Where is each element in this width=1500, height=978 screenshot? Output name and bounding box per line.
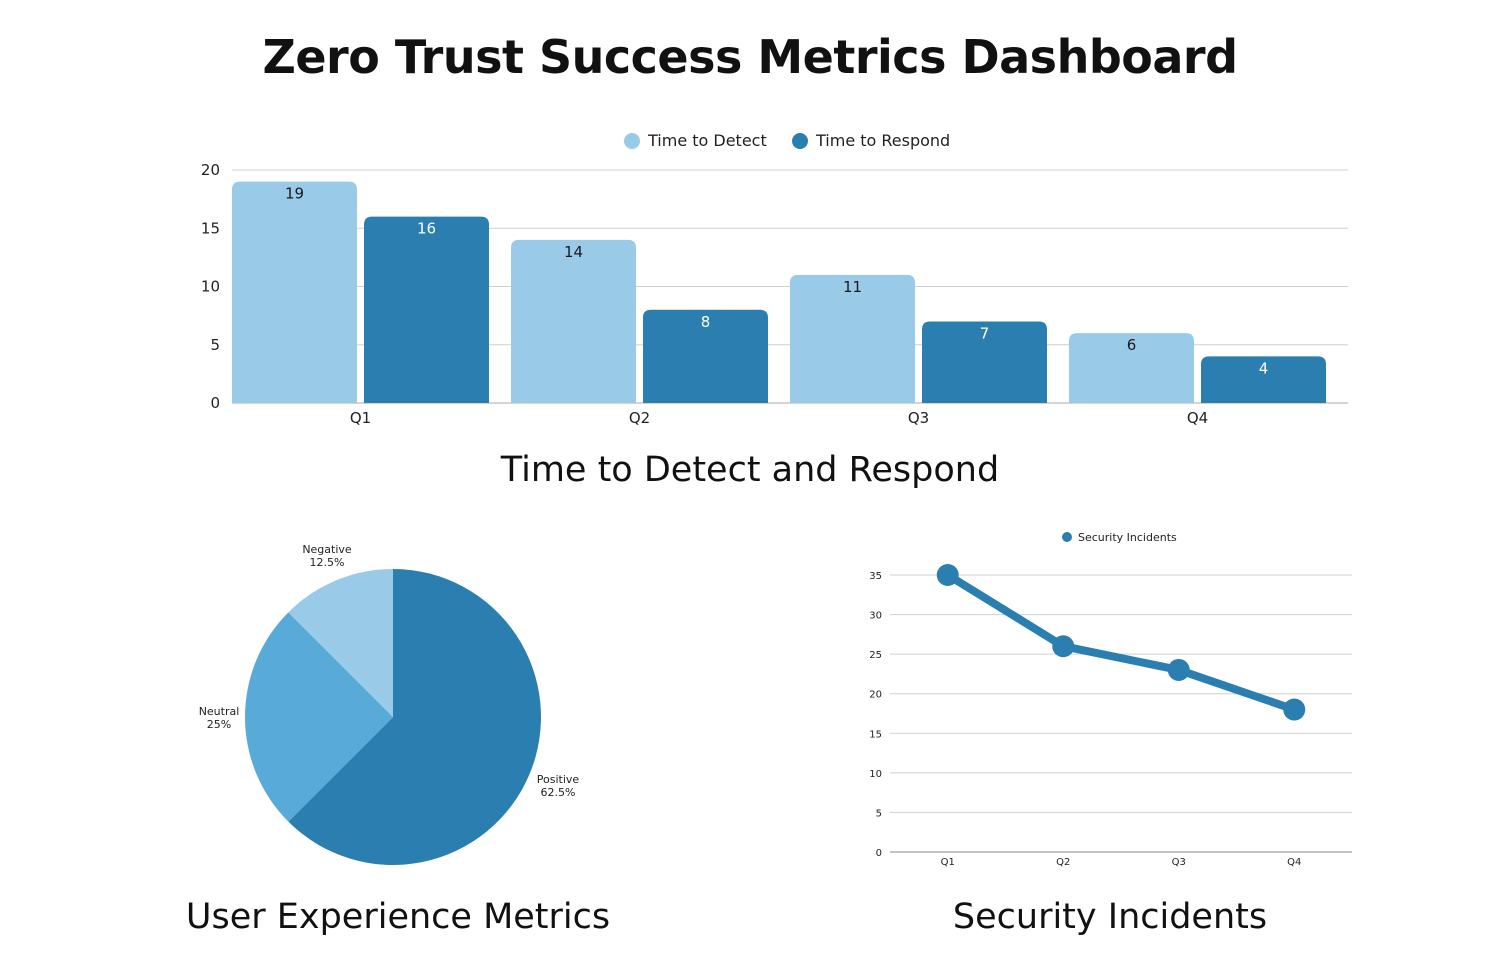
line-x-tick-label: Q2 — [1056, 857, 1070, 868]
line-y-tick-label: 35 — [869, 571, 882, 582]
bar-data-label: 19 — [285, 185, 304, 203]
legend-marker — [792, 133, 808, 149]
bar-y-tick-label: 0 — [210, 394, 220, 412]
bar-x-tick-label: Q4 — [1187, 409, 1208, 427]
bar-data-label: 16 — [417, 220, 436, 238]
pie-slice-percent: 12.5% — [310, 556, 345, 569]
bar-y-tick-label: 20 — [201, 161, 220, 179]
pie-slice-label: Negative — [302, 543, 352, 556]
line-y-tick-label: 20 — [869, 690, 882, 701]
legend-label: Time to Detect — [647, 131, 767, 150]
bar-x-tick-label: Q1 — [350, 409, 371, 427]
legend-label: Security Incidents — [1078, 531, 1177, 544]
line-point — [936, 564, 959, 586]
pie-slice-percent: 25% — [207, 718, 231, 731]
line-x-tick-label: Q3 — [1172, 857, 1186, 868]
line-point — [1167, 658, 1190, 681]
line-y-tick-label: 5 — [876, 808, 882, 819]
bar-data-label: 14 — [564, 243, 583, 261]
legend-label: Time to Respond — [815, 131, 950, 150]
line-x-tick-label: Q1 — [941, 857, 955, 868]
legend-marker — [624, 133, 640, 149]
bar-data-label: 4 — [1259, 359, 1269, 377]
bar-x-tick-label: Q3 — [908, 409, 929, 427]
bar-x-tick-label: Q2 — [629, 409, 650, 427]
line-y-tick-label: 10 — [869, 769, 882, 780]
line-point — [1283, 698, 1306, 721]
bar-data-label: 11 — [843, 278, 862, 296]
bar-detect — [1069, 333, 1194, 403]
bar-data-label: 6 — [1127, 336, 1137, 354]
bar-chart-title: Time to Detect and Respond — [500, 450, 1000, 490]
pie-slice-percent: 62.5% — [541, 786, 576, 799]
dashboard-title: Zero Trust Success Metrics Dashboard — [262, 30, 1239, 84]
line-x-tick-label: Q4 — [1287, 857, 1301, 868]
pie-chart-title: User Experience Metrics — [185, 897, 611, 937]
line-y-tick-label: 15 — [869, 729, 882, 740]
pie-slice-label: Neutral — [199, 705, 240, 718]
bar-data-label: 8 — [701, 313, 711, 331]
line-chart-title: Security Incidents — [952, 897, 1268, 937]
pie-slice-negative — [288, 569, 393, 717]
bar-respond — [922, 321, 1047, 403]
bar-detect — [232, 181, 357, 403]
bar-detect — [790, 274, 915, 403]
bar-respond — [1201, 356, 1326, 403]
legend-marker — [1062, 532, 1072, 542]
line-y-tick-label: 25 — [869, 650, 882, 661]
line-y-tick-label: 0 — [876, 848, 882, 859]
bar-detect — [511, 239, 636, 403]
bar-respond — [364, 216, 489, 403]
bar-respond — [643, 309, 768, 403]
pie-slice-label: Positive — [537, 773, 580, 786]
bar-y-tick-label: 5 — [210, 336, 220, 354]
bar-data-label: 7 — [980, 324, 990, 342]
bar-y-tick-label: 10 — [201, 278, 220, 296]
line-y-tick-label: 30 — [869, 611, 882, 622]
line-series-security-incidents — [945, 571, 1296, 714]
pie-slice-positive — [288, 569, 542, 865]
line-point — [1052, 635, 1075, 658]
bar-y-tick-label: 15 — [201, 219, 220, 237]
pie-slice-neutral — [245, 612, 393, 822]
